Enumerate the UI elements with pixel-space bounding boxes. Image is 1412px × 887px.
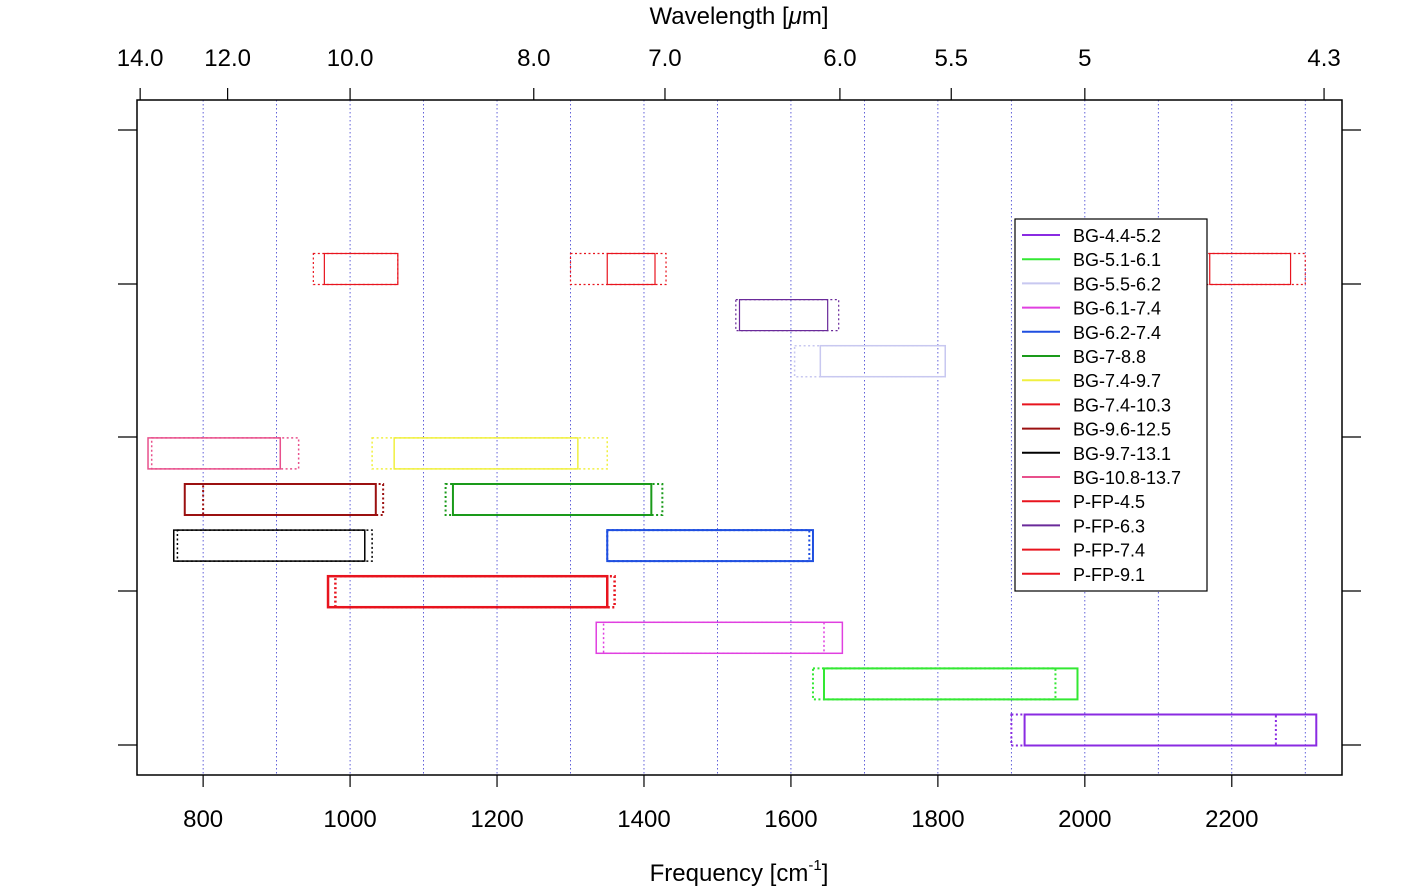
x-axis-title: Frequency [cm-1] (650, 857, 829, 887)
top-axis-title: Wavelength [μm] (649, 3, 828, 30)
bar-dotted-BG-6.2-7.4 (606, 529, 811, 563)
bar-dotted-BG-9.7-13.1 (176, 529, 373, 562)
top-tick-label-10.0: 10.0 (327, 45, 374, 72)
top-tick-label-12.0: 12.0 (204, 45, 251, 72)
top-tick-label-8.0: 8.0 (517, 45, 550, 72)
top-tick-label-7.0: 7.0 (648, 45, 681, 72)
legend: BG-4.4-5.2 BG-5.1-6.1 BG-5.5-6.2 BG-6.1-7.4… (1014, 218, 1208, 592)
bar-dotted-P-FP-9.1 (312, 252, 399, 286)
legend-label-BG-6.1-7.4: BG-6.1-7.4 (1073, 299, 1161, 319)
bar-solid-BG-7.4-9.7 (393, 437, 579, 470)
bar-dotted-BG-4.4-5.2 (1010, 713, 1277, 747)
top-tick-label-14.0: 14.0 (117, 45, 164, 72)
bar-solid-BG-5.1-6.1 (822, 667, 1079, 701)
bar-solid-BG-10.8-13.7 (147, 437, 282, 470)
bar-dotted-BG-7-8.8 (444, 483, 664, 516)
top-tick-label-5: 5 (1078, 45, 1091, 72)
bar-solid-BG-4.4-5.2 (1023, 713, 1318, 747)
legend-label-BG-9.6-12.5: BG-9.6-12.5 (1073, 420, 1171, 440)
bar-dotted-P-FP-7.4 (569, 252, 667, 286)
legend-label-BG-4.4-5.2: BG-4.4-5.2 (1073, 226, 1161, 246)
bar-solid-BG-6.2-7.4 (606, 529, 814, 563)
x-tick-label-1800: 1800 (911, 806, 964, 833)
legend-label-BG-7.4-9.7: BG-7.4-9.7 (1073, 371, 1161, 391)
bar-solid-P-FP-9.1 (323, 252, 399, 286)
legend-label-BG-9.7-13.1: BG-9.7-13.1 (1073, 444, 1171, 464)
top-axis: 14.0 12.0 10.0 8.0 7.0 6.0 5.5 5 4.3 (117, 45, 1341, 100)
bar-dotted-BG-5.5-6.2 (793, 344, 946, 378)
x-tick-label-1200: 1200 (470, 806, 523, 833)
legend-label-P-FP-7.4: P-FP-7.4 (1073, 541, 1145, 561)
bar-solid-P-FP-4.5 (1209, 252, 1292, 286)
legend-label-BG-5.5-6.2: BG-5.5-6.2 (1073, 274, 1161, 294)
bar-solid-BG-6.1-7.4 (595, 621, 844, 655)
bar-solid-P-FP-6.3 (738, 299, 829, 332)
bar-dotted-P-FP-6.3 (735, 299, 840, 332)
x-tick-label-1000: 1000 (323, 806, 376, 833)
bar-dotted-BG-7.4-9.7 (371, 437, 608, 470)
bar-solid-P-FP-7.4 (606, 252, 656, 286)
legend-label-BG-10.8-13.7: BG-10.8-13.7 (1073, 468, 1181, 488)
x-tick-label-2000: 2000 (1058, 806, 1111, 833)
legend-items: BG-4.4-5.2 BG-5.1-6.1 BG-5.5-6.2 BG-6.1-7.4… (1022, 226, 1181, 585)
bar-solid-BG-5.5-6.2 (819, 344, 946, 378)
legend-label-BG-7.4-10.3: BG-7.4-10.3 (1073, 395, 1171, 415)
bar-solid-BG-9.7-13.1 (172, 529, 366, 562)
x-tick-label-1400: 1400 (617, 806, 670, 833)
x-tick-label-2200: 2200 (1205, 806, 1258, 833)
x-tick-label-800: 800 (183, 806, 223, 833)
legend-label-P-FP-4.5: P-FP-4.5 (1073, 492, 1145, 512)
bar-dotted-BG-7.4-10.3 (334, 574, 616, 609)
legend-label-BG-7-8.8: BG-7-8.8 (1073, 347, 1146, 367)
bars-layer (147, 252, 1318, 747)
bar-dotted-BG-5.1-6.1 (811, 667, 1057, 701)
bar-solid-BG-9.6-12.5 (183, 483, 377, 516)
bottom-axis: 800 1000 1200 1400 1600 1800 2000 2200 (183, 775, 1258, 833)
top-tick-label-5.5: 5.5 (935, 45, 968, 72)
top-tick-label-6.0: 6.0 (823, 45, 856, 72)
bar-dotted-BG-9.6-12.5 (202, 483, 385, 516)
top-tick-label-4.3: 4.3 (1307, 45, 1340, 72)
x-tick-label-1600: 1600 (764, 806, 817, 833)
legend-label-BG-5.1-6.1: BG-5.1-6.1 (1073, 250, 1161, 270)
bar-solid-BG-7.4-10.3 (326, 574, 609, 609)
legend-label-BG-6.2-7.4: BG-6.2-7.4 (1073, 323, 1161, 343)
legend-label-P-FP-6.3: P-FP-6.3 (1073, 516, 1145, 536)
y-ticks (118, 129, 1361, 746)
bar-solid-BG-7-8.8 (451, 483, 653, 516)
legend-label-P-FP-9.1: P-FP-9.1 (1073, 565, 1145, 585)
